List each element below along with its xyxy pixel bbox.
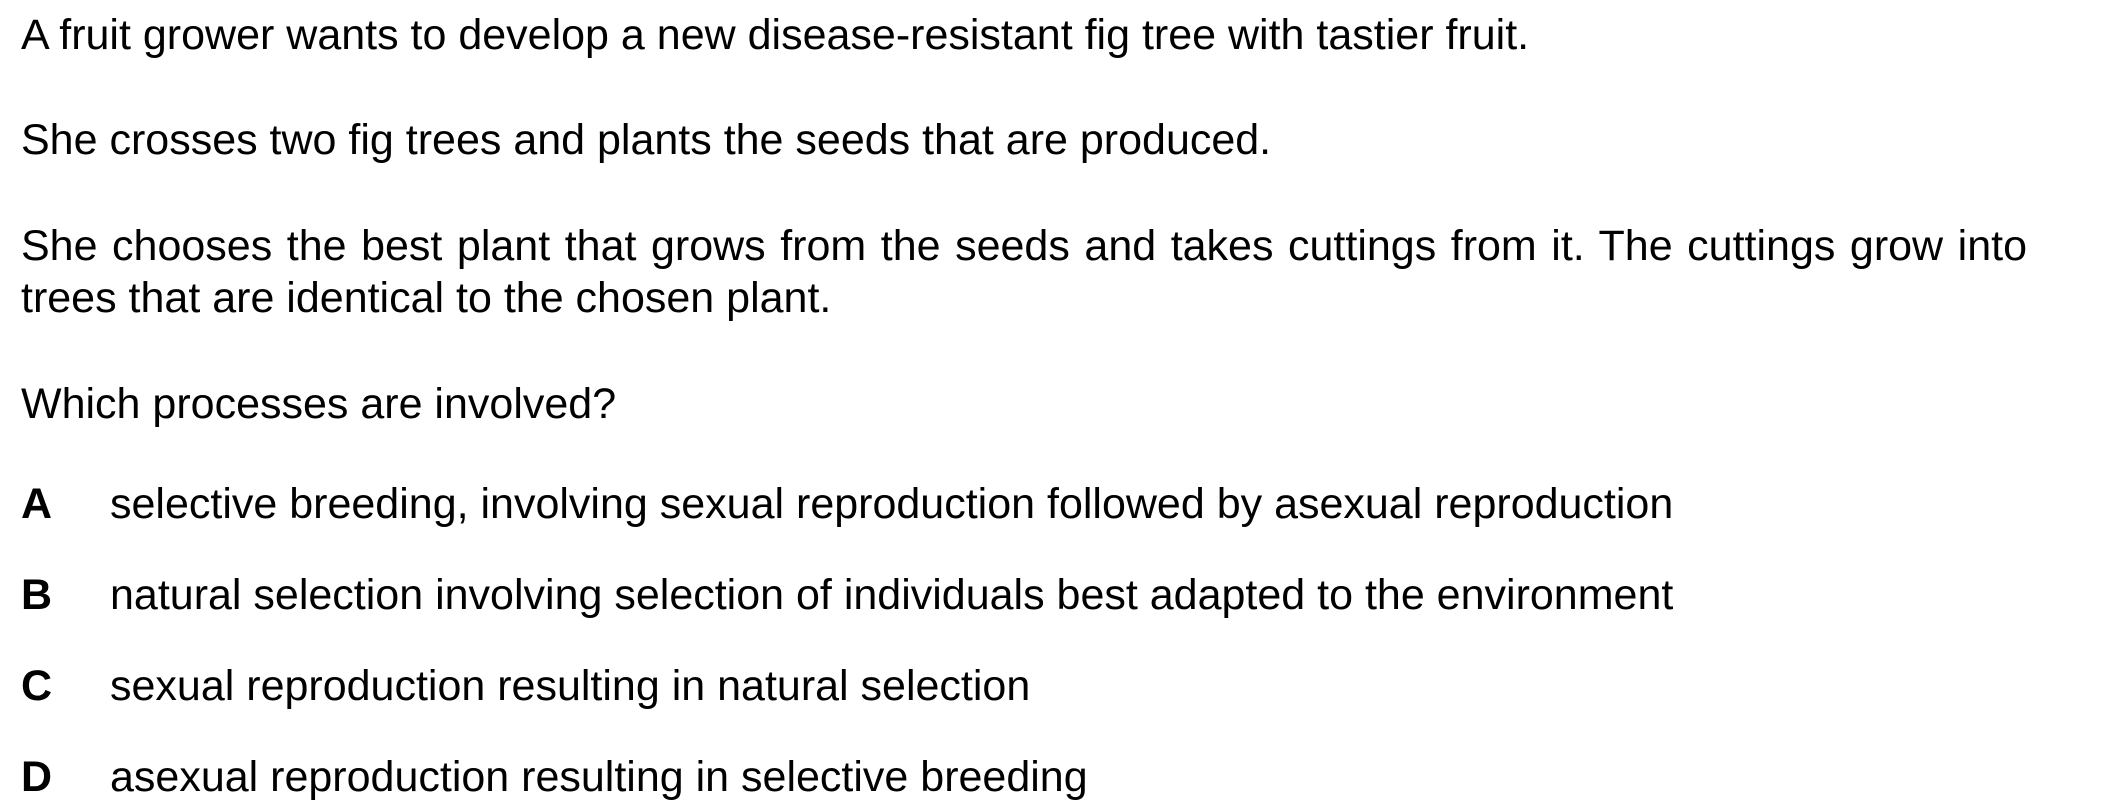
question-prompt: Which processes are involved? (21, 380, 617, 428)
option-a[interactable]: A selective breeding, involving sexual r… (21, 478, 1673, 530)
option-b[interactable]: B natural selection involving selection … (21, 569, 1673, 621)
option-a-letter: A (21, 480, 53, 528)
option-c-text: sexual reproduction resulting in natural… (110, 662, 1031, 710)
question-context: She crosses two fig trees and plants the… (21, 116, 1272, 164)
option-d[interactable]: D asexual reproduction resulting in sele… (21, 751, 1088, 803)
question-intro: A fruit grower wants to develop a new di… (21, 11, 1530, 59)
option-c[interactable]: C sexual reproduction resulting in natur… (21, 660, 1030, 712)
option-d-text: asexual reproduction resulting in select… (110, 753, 1088, 801)
option-c-letter: C (21, 662, 53, 710)
option-b-letter: B (21, 571, 53, 619)
option-d-letter: D (21, 753, 53, 801)
option-b-text: natural selection involving selection of… (110, 571, 1674, 619)
question-method: She chooses the best plant that grows fr… (21, 222, 2027, 322)
option-a-text: selective breeding, involving sexual rep… (110, 480, 1674, 528)
